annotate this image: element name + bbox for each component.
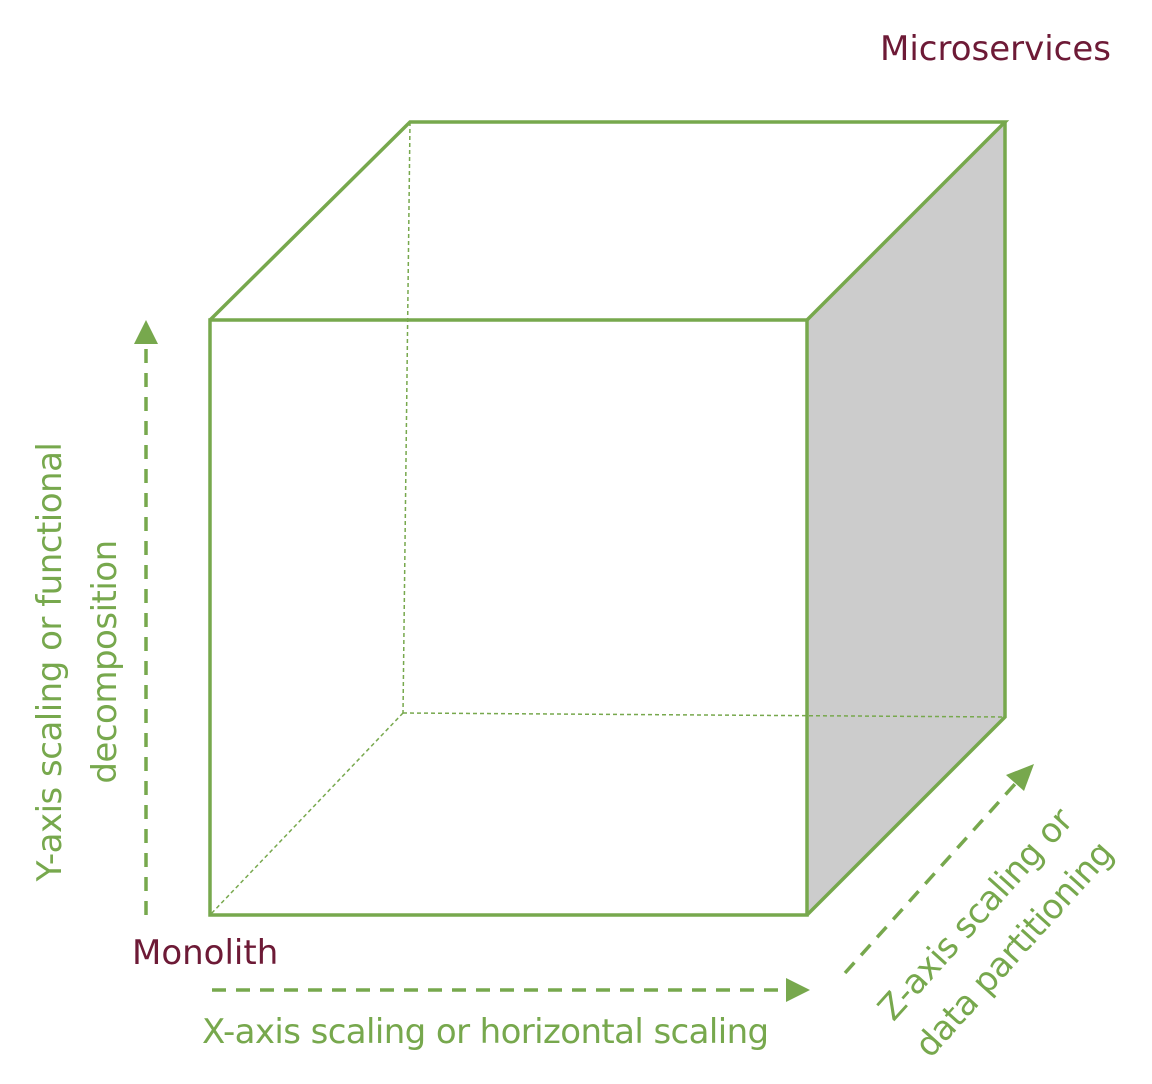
cube-front-face bbox=[208, 318, 809, 917]
hidden-edge-back-vertical bbox=[402, 121, 411, 714]
z-axis-arrowhead bbox=[1006, 764, 1034, 791]
x-axis-arrow bbox=[212, 978, 810, 1002]
cube-right-face bbox=[807, 122, 1005, 915]
cube-visible-edges bbox=[208, 120, 1010, 917]
microservices-label: Microservices bbox=[880, 29, 1112, 69]
y-axis-label-line-2: decomposition bbox=[85, 540, 125, 784]
hidden-edge-back-bottom bbox=[402, 712, 1006, 718]
cube-top-face-edges bbox=[208, 120, 1010, 322]
monolith-label: Monolith bbox=[132, 933, 279, 973]
hidden-edge-back-diagonal bbox=[209, 712, 404, 916]
y-axis-label-line-1: Y-axis scaling or functional bbox=[30, 442, 70, 882]
x-axis-arrowhead bbox=[786, 978, 810, 1002]
cube-hidden-edges bbox=[209, 121, 1006, 916]
z-axis-arrow bbox=[843, 764, 1034, 975]
cube-right-face-edges bbox=[805, 122, 1007, 917]
x-axis-label: X-axis scaling or horizontal scaling bbox=[202, 1012, 769, 1052]
y-axis-arrowhead bbox=[134, 320, 158, 344]
y-axis-arrow bbox=[134, 320, 158, 915]
